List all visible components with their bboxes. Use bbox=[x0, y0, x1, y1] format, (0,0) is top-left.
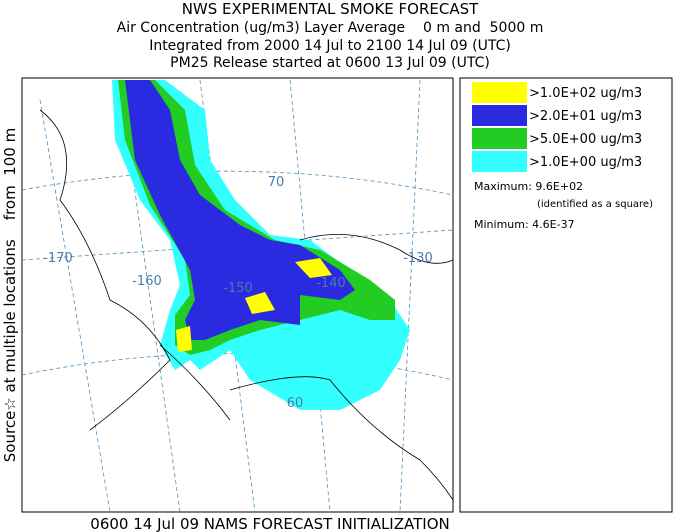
map-label: -140 bbox=[316, 276, 346, 291]
legend-label: >5.0E+00 ug/m3 bbox=[529, 132, 642, 147]
map-label: -130 bbox=[403, 251, 433, 266]
plume-yellow bbox=[176, 326, 192, 352]
legend: >1.0E+02 ug/m3 >2.0E+01 ug/m3 >5.0E+00 ug/… bbox=[472, 82, 642, 172]
maximum-note: (identified as a square) bbox=[537, 199, 653, 210]
legend-label: >2.0E+01 ug/m3 bbox=[529, 109, 642, 124]
title: NWS EXPERIMENTAL SMOKE FORECAST bbox=[182, 0, 479, 18]
map-label: 60 bbox=[287, 396, 304, 411]
map-label: -160 bbox=[132, 274, 162, 289]
map-label: -170 bbox=[43, 251, 73, 266]
maximum: Maximum: 9.6E+02 bbox=[474, 180, 583, 193]
graticule bbox=[21, 229, 454, 261]
graticule bbox=[399, 79, 421, 513]
side-label: Source☆ at multiple locations from 100 m bbox=[1, 128, 19, 462]
legend-swatch bbox=[472, 128, 527, 149]
legend-swatch bbox=[472, 105, 527, 126]
legend-frame bbox=[459, 77, 673, 513]
legend-label: >1.0E+02 ug/m3 bbox=[529, 86, 642, 101]
graticule bbox=[21, 170, 454, 196]
legend-swatch bbox=[472, 82, 527, 103]
coastline bbox=[39, 109, 454, 501]
subtitle: Integrated from 2000 14 Jul to 2100 14 J… bbox=[149, 38, 511, 54]
footer: 0600 14 Jul 09 NAMS FORECAST INITIALIZAT… bbox=[90, 515, 449, 532]
map-label: -150 bbox=[223, 281, 253, 296]
legend-label: >1.0E+00 ug/m3 bbox=[529, 155, 642, 170]
plume-yellow bbox=[295, 258, 332, 278]
map-label: 70 bbox=[268, 175, 285, 190]
graticule bbox=[289, 79, 331, 513]
map: -170 -160 -150 -140 -130 70 60 bbox=[21, 79, 454, 513]
plume-yellow bbox=[245, 292, 275, 314]
plume-blue bbox=[125, 80, 355, 340]
subtitle: PM25 Release started at 0600 13 Jul 09 (… bbox=[170, 55, 490, 71]
minimum: Minimum: 4.6E-37 bbox=[474, 218, 575, 231]
subtitle: Air Concentration (ug/m3) Layer Average … bbox=[117, 20, 544, 36]
legend-swatch bbox=[472, 151, 527, 172]
